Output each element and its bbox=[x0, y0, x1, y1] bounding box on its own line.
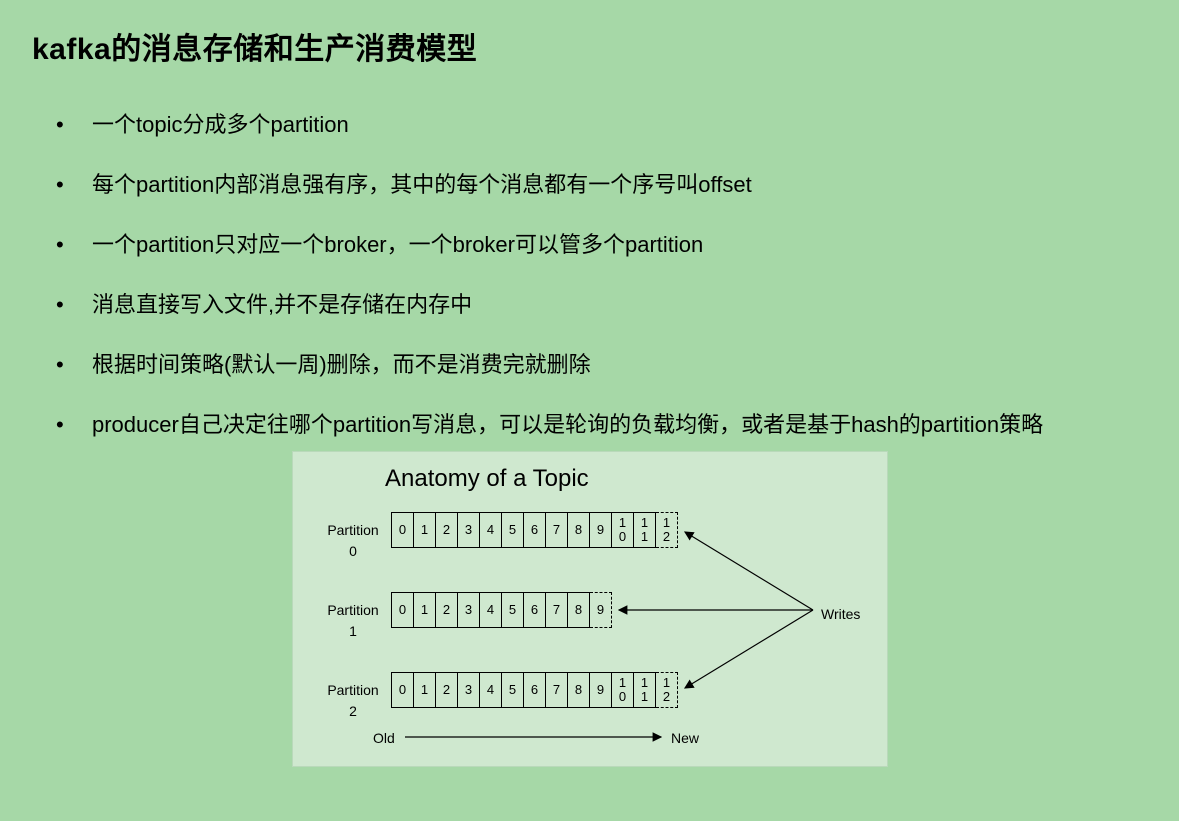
offset-cell: 9 bbox=[590, 673, 612, 707]
offset-cell: 8 bbox=[568, 673, 590, 707]
offset-cell: 10 bbox=[612, 513, 634, 547]
diagram-title: Anatomy of a Topic bbox=[385, 460, 589, 497]
partition-label: Partition0 bbox=[323, 520, 383, 563]
bullet-list: 一个topic分成多个partition 每个partition内部消息强有序，… bbox=[32, 108, 1147, 767]
anatomy-diagram: Anatomy of a Topic Old New Writes Partit… bbox=[292, 451, 888, 767]
diagram-wrap: Anatomy of a Topic Old New Writes Partit… bbox=[292, 451, 1147, 767]
new-label: New bbox=[671, 728, 699, 750]
offset-cell: 1 bbox=[414, 593, 436, 627]
partition-label: Partition2 bbox=[323, 680, 383, 723]
offset-cell: 7 bbox=[546, 593, 568, 627]
offset-cell: 3 bbox=[458, 673, 480, 707]
offset-cell: 1 bbox=[414, 513, 436, 547]
bullet-item: 一个partition只对应一个broker，一个broker可以管多个part… bbox=[52, 228, 1147, 262]
bullet-text: 根据时间策略(默认一周)删除，而不是消费完就删除 bbox=[92, 352, 591, 377]
offset-cell-pending: 12 bbox=[656, 512, 678, 548]
partition-label: Partition1 bbox=[323, 600, 383, 643]
partition-cells: 01234567891011 bbox=[391, 672, 656, 708]
offset-cell: 11 bbox=[634, 513, 656, 547]
offset-cell: 4 bbox=[480, 593, 502, 627]
offset-cell: 0 bbox=[392, 673, 414, 707]
bullet-text: 每个partition内部消息强有序，其中的每个消息都有一个序号叫offset bbox=[92, 172, 752, 197]
bullet-text: 一个topic分成多个partition bbox=[92, 112, 349, 137]
offset-cell: 2 bbox=[436, 673, 458, 707]
bullet-item: producer自己决定往哪个partition写消息，可以是轮询的负载均衡，或… bbox=[52, 408, 1147, 766]
offset-cell: 6 bbox=[524, 593, 546, 627]
offset-cell: 4 bbox=[480, 673, 502, 707]
offset-cell: 0 bbox=[392, 593, 414, 627]
slide: kafka的消息存储和生产消费模型 一个topic分成多个partition 每… bbox=[0, 0, 1179, 767]
write-arrow bbox=[685, 610, 813, 688]
offset-cell: 0 bbox=[392, 513, 414, 547]
offset-cell: 3 bbox=[458, 593, 480, 627]
offset-cell: 8 bbox=[568, 513, 590, 547]
partition-cells: 01234567891011 bbox=[391, 512, 656, 548]
partition-cells: 012345678 bbox=[391, 592, 590, 628]
offset-cell-pending: 9 bbox=[590, 592, 612, 628]
offset-cell: 10 bbox=[612, 673, 634, 707]
offset-cell: 5 bbox=[502, 513, 524, 547]
bullet-text: 一个partition只对应一个broker，一个broker可以管多个part… bbox=[92, 232, 703, 257]
offset-cell: 4 bbox=[480, 513, 502, 547]
write-arrow bbox=[685, 532, 813, 610]
old-label: Old bbox=[373, 728, 395, 750]
bullet-text: 消息直接写入文件,并不是存储在内存中 bbox=[92, 292, 472, 317]
offset-cell: 2 bbox=[436, 513, 458, 547]
offset-cell: 3 bbox=[458, 513, 480, 547]
offset-cell: 6 bbox=[524, 673, 546, 707]
offset-cell: 1 bbox=[414, 673, 436, 707]
offset-cell: 8 bbox=[568, 593, 590, 627]
offset-cell-pending: 12 bbox=[656, 672, 678, 708]
offset-cell: 9 bbox=[590, 513, 612, 547]
offset-cell: 5 bbox=[502, 593, 524, 627]
offset-cell: 7 bbox=[546, 513, 568, 547]
bullet-item: 一个topic分成多个partition bbox=[52, 108, 1147, 142]
offset-cell: 2 bbox=[436, 593, 458, 627]
bullet-item: 根据时间策略(默认一周)删除，而不是消费完就删除 bbox=[52, 348, 1147, 382]
offset-cell: 11 bbox=[634, 673, 656, 707]
offset-cell: 7 bbox=[546, 673, 568, 707]
writes-label: Writes bbox=[821, 604, 860, 626]
page-title: kafka的消息存储和生产消费模型 bbox=[32, 24, 1147, 68]
bullet-item: 每个partition内部消息强有序，其中的每个消息都有一个序号叫offset bbox=[52, 168, 1147, 202]
bullet-item: 消息直接写入文件,并不是存储在内存中 bbox=[52, 288, 1147, 322]
offset-cell: 5 bbox=[502, 673, 524, 707]
bullet-text: producer自己决定往哪个partition写消息，可以是轮询的负载均衡，或… bbox=[92, 408, 1147, 442]
offset-cell: 6 bbox=[524, 513, 546, 547]
